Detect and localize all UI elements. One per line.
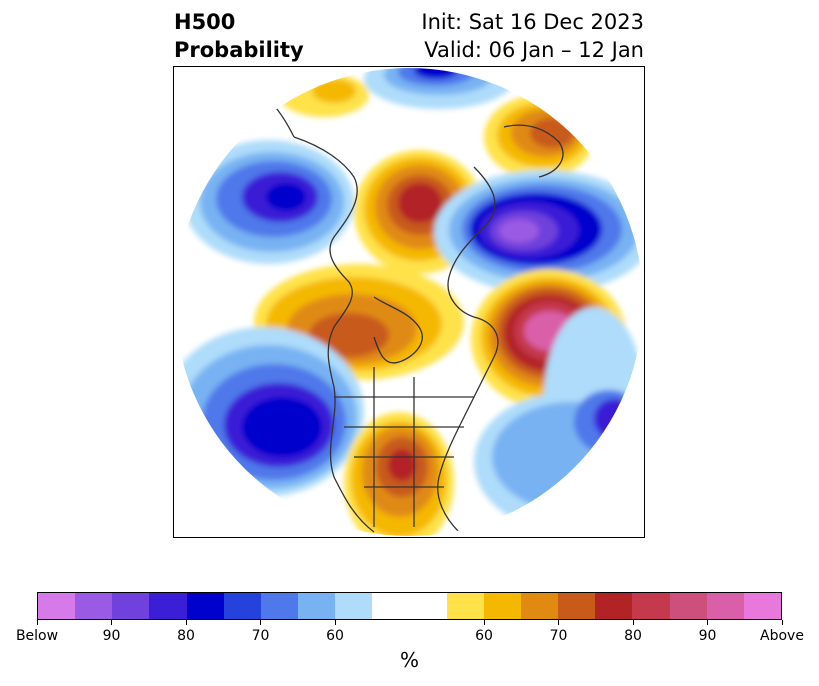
coastline-path bbox=[373, 367, 415, 527]
valid-range: Valid: 06 Jan – 12 Jan bbox=[424, 38, 644, 62]
title-block: H500 Probability bbox=[174, 8, 304, 64]
contour-fill bbox=[266, 183, 306, 211]
anomaly-top-below bbox=[364, 68, 514, 109]
colorbar bbox=[37, 592, 782, 620]
colorbar-segment bbox=[595, 593, 633, 619]
contour-fill bbox=[530, 118, 574, 148]
date-block: Init: Sat 16 Dec 2023 Valid: 06 Jan – 12… bbox=[421, 8, 644, 64]
colorbar-segment bbox=[372, 593, 447, 619]
colorbar-segment bbox=[521, 593, 559, 619]
tick-mark bbox=[483, 620, 485, 625]
anomaly-northeast-above bbox=[484, 95, 594, 179]
colorbar-segment bbox=[149, 593, 187, 619]
polar-map-svg bbox=[175, 68, 643, 536]
tick-mark bbox=[558, 620, 559, 625]
tick-label: 70 bbox=[251, 628, 270, 644]
tick-mark bbox=[36, 620, 38, 625]
title-product: Probability bbox=[174, 38, 304, 62]
title-variable: H500 bbox=[174, 10, 236, 34]
tick-label: 60 bbox=[326, 628, 344, 644]
tick-mark bbox=[185, 620, 187, 625]
tick-label: 60 bbox=[475, 628, 493, 644]
contour-fill bbox=[499, 219, 539, 243]
colorbar-units: % bbox=[399, 648, 419, 672]
colorbar-segment bbox=[706, 593, 744, 619]
contour-fill bbox=[388, 449, 416, 481]
contour-fill bbox=[594, 399, 634, 439]
tick-mark bbox=[260, 620, 261, 625]
tick-mark bbox=[632, 620, 634, 625]
tick-mark bbox=[111, 620, 112, 625]
anomaly-west-below bbox=[184, 140, 354, 264]
tick-mark bbox=[781, 620, 783, 625]
tick-label: Above bbox=[760, 628, 804, 644]
contour-fill bbox=[414, 68, 458, 79]
coastline-path bbox=[437, 166, 499, 533]
init-date: Init: Sat 16 Dec 2023 bbox=[421, 10, 644, 34]
anomaly-east-below bbox=[434, 170, 643, 294]
colorbar-segment bbox=[75, 593, 113, 619]
contour-fill bbox=[242, 397, 322, 457]
colorbar-segment bbox=[223, 593, 261, 619]
tick-label: 80 bbox=[624, 628, 642, 644]
colorbar-segment bbox=[558, 593, 596, 619]
colorbar-segment bbox=[669, 593, 707, 619]
tick-label: 90 bbox=[698, 628, 717, 644]
contour-fill bbox=[312, 79, 356, 103]
tick-mark bbox=[334, 620, 336, 625]
anomaly-top-above bbox=[279, 73, 369, 117]
tick-label: Below bbox=[15, 628, 59, 644]
tick-label: 70 bbox=[549, 628, 568, 644]
tick-mark bbox=[707, 620, 708, 625]
contour-fill bbox=[398, 183, 442, 223]
colorbar-segment bbox=[335, 593, 373, 619]
coastline-path bbox=[334, 396, 474, 488]
anomaly-us-above bbox=[344, 412, 454, 536]
probability-map bbox=[173, 66, 645, 538]
coastline-path bbox=[293, 136, 375, 533]
colorbar-segment bbox=[112, 593, 150, 619]
colorbar-segment bbox=[186, 593, 224, 619]
colorbar-segment bbox=[260, 593, 299, 619]
colorbar-segment bbox=[446, 593, 484, 619]
colorbar-segment bbox=[743, 593, 782, 619]
colorbar-segment bbox=[298, 593, 336, 619]
colorbar-segment bbox=[38, 593, 76, 619]
coastline-path bbox=[503, 124, 564, 178]
tick-label: 90 bbox=[102, 628, 121, 644]
tick-label: 80 bbox=[177, 628, 195, 644]
colorbar-segment bbox=[632, 593, 670, 619]
coastline-path bbox=[373, 296, 423, 364]
colorbar-segment bbox=[483, 593, 522, 619]
